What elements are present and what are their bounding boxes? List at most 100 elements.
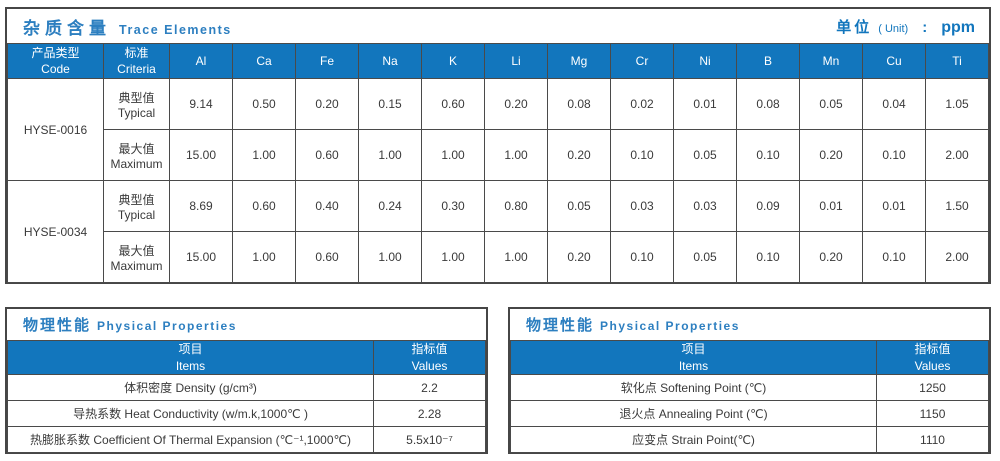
- value-cell: 0.60: [295, 231, 359, 283]
- value-cell: 1.00: [358, 231, 422, 283]
- section-title-zh: 物理性能: [526, 317, 595, 334]
- value-cell: 1.05: [925, 78, 989, 130]
- value-cell: 1.00: [484, 129, 548, 181]
- value-cell: 0.20: [799, 231, 863, 283]
- product-code-cell: HYSE-0034: [7, 180, 104, 283]
- criteria-zh: 典型值: [118, 192, 155, 207]
- physical-header-row: 项目 Items 指标值 Values: [510, 340, 989, 375]
- criteria-zh: 最大值: [118, 243, 155, 258]
- criteria-cell: 最大值 Maximum: [103, 129, 170, 181]
- value-cell: 0.05: [673, 231, 737, 283]
- physical-header-row: 项目 Items 指标值 Values: [7, 340, 486, 375]
- value-cell: 0.02: [610, 78, 674, 130]
- col-header-element: Ni: [673, 43, 737, 79]
- table-row: HYSE-0016 典型值 Typical 9.14 0.50 0.20 0.1…: [7, 78, 989, 181]
- item-cell: 软化点 Softening Point (℃): [510, 374, 877, 401]
- value-cell: 8.69: [169, 180, 233, 232]
- col-header-element: Mn: [799, 43, 863, 79]
- col-header-items-zh: 项目: [681, 342, 706, 357]
- product-code-cell: HYSE-0016: [7, 78, 104, 181]
- col-header-code-en: Code: [41, 62, 70, 76]
- value-cell: 1.00: [358, 129, 422, 181]
- table-row: 导热系数 Heat Conductivity (w/m.k,1000℃ ) 2.…: [7, 400, 486, 427]
- value-cell: 0.10: [610, 129, 674, 181]
- table-row: 热膨胀系数 Coefficient Of Thermal Expansion (…: [7, 426, 486, 453]
- value-cell: 1.00: [421, 231, 485, 283]
- col-header-element: B: [736, 43, 800, 79]
- value-cell: 0.01: [673, 78, 737, 130]
- value-cell: 1110: [876, 426, 989, 453]
- criteria-cell: 最大值 Maximum: [103, 231, 170, 283]
- value-cell: 0.30: [421, 180, 485, 232]
- col-header-element: Ti: [925, 43, 989, 79]
- section-title-zh: 杂质含量: [23, 18, 111, 38]
- col-header-items: 项目 Items: [510, 340, 877, 375]
- criteria-en: Typical: [117, 105, 156, 120]
- value-cell: 0.10: [862, 231, 926, 283]
- col-header-items-en: Items: [175, 358, 206, 373]
- value-cell: 0.20: [799, 129, 863, 181]
- value-cell: 0.05: [547, 180, 611, 232]
- value-cell: 0.10: [862, 129, 926, 181]
- physical-properties-right-section: 物理性能 Physical Properties 项目 Items 指标值 Va…: [508, 307, 991, 454]
- value-cell: 0.03: [673, 180, 737, 232]
- col-header-values-en: Values: [914, 358, 951, 373]
- col-header-element: Fe: [295, 43, 359, 79]
- col-header-criteria: 标准 Criteria: [103, 43, 170, 79]
- item-cell: 退火点 Annealing Point (℃): [510, 400, 877, 427]
- table-row: 体积密度 Density (g/cm³) 2.2: [7, 374, 486, 401]
- value-cell: 0.40: [295, 180, 359, 232]
- table-row: 应变点 Strain Point(℃) 1110: [510, 426, 989, 453]
- col-header-element: Cu: [862, 43, 926, 79]
- col-header-criteria-zh: 标准: [124, 45, 149, 60]
- col-header-element: Mg: [547, 43, 611, 79]
- value-cell: 2.00: [925, 231, 989, 283]
- value-cell: 0.60: [232, 180, 296, 232]
- value-cell: 15.00: [169, 129, 233, 181]
- col-header-code: 产品类型 Code: [7, 43, 104, 79]
- criteria-en: Maximum: [110, 258, 163, 273]
- value-cell: 9.14: [169, 78, 233, 130]
- value-cell: 0.15: [358, 78, 422, 130]
- value-cell: 0.60: [295, 129, 359, 181]
- physical-left-title-bar: 物理性能 Physical Properties: [7, 309, 486, 340]
- unit-label: 单位 ( Unit) : ppm: [836, 16, 975, 37]
- value-cell: 1150: [876, 400, 989, 427]
- trace-elements-section: 杂质含量 Trace Elements 单位 ( Unit) : ppm 产品类…: [5, 7, 991, 284]
- table-row: 最大值 Maximum 15.00 1.00 0.60 1.00 1.00 1.…: [8, 129, 989, 181]
- value-cell: 0.01: [799, 180, 863, 232]
- col-header-values-zh: 指标值: [914, 342, 951, 357]
- section-title-en: Physical Properties: [600, 319, 740, 333]
- section-title: 物理性能 Physical Properties: [23, 314, 237, 335]
- section-title-zh: 物理性能: [23, 317, 92, 334]
- trace-elements-table: 产品类型 Code 标准 Criteria Al Ca Fe Na K Li M…: [7, 43, 989, 283]
- value-cell: 2.28: [373, 400, 486, 427]
- col-header-element: Li: [484, 43, 548, 79]
- value-cell: 0.60: [421, 78, 485, 130]
- value-cell: 0.20: [547, 129, 611, 181]
- criteria-en: Typical: [117, 207, 156, 222]
- value-cell: 0.03: [610, 180, 674, 232]
- value-cell: 1.00: [421, 129, 485, 181]
- value-cell: 0.10: [736, 231, 800, 283]
- value-cell: 0.20: [484, 78, 548, 130]
- value-cell: 0.08: [547, 78, 611, 130]
- value-cell: 0.08: [736, 78, 800, 130]
- col-header-element: K: [421, 43, 485, 79]
- value-cell: 1.00: [232, 231, 296, 283]
- value-cell: 15.00: [169, 231, 233, 283]
- col-header-code-zh: 产品类型: [31, 45, 80, 60]
- physical-properties-left-section: 物理性能 Physical Properties 项目 Items 指标值 Va…: [5, 307, 488, 454]
- value-cell: 0.04: [862, 78, 926, 130]
- unit-paren: ( Unit): [878, 22, 909, 35]
- value-cell: 0.20: [295, 78, 359, 130]
- value-cell: 5.5x10⁻⁷: [373, 426, 486, 453]
- col-header-items-en: Items: [678, 358, 709, 373]
- value-cell: 1.00: [232, 129, 296, 181]
- physical-properties-left-table: 项目 Items 指标值 Values 体积密度 Density (g/cm³)…: [7, 340, 486, 453]
- value-cell: 0.10: [736, 129, 800, 181]
- value-cell: 0.24: [358, 180, 422, 232]
- value-cell: 1.50: [925, 180, 989, 232]
- col-header-items: 项目 Items: [7, 340, 374, 375]
- trace-elements-title-bar: 杂质含量 Trace Elements 单位 ( Unit) : ppm: [7, 9, 989, 43]
